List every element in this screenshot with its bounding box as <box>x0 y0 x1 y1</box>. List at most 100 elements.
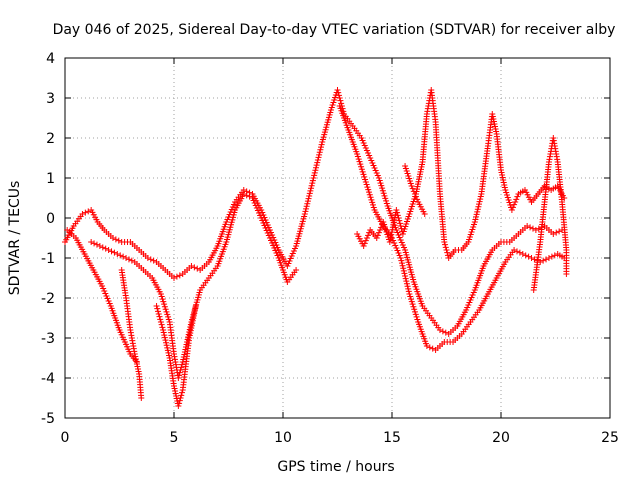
data-marker <box>163 308 170 315</box>
data-point <box>171 275 177 281</box>
data-marker <box>337 97 344 104</box>
data-marker <box>377 180 384 187</box>
x-axis-label: GPS time / hours <box>277 459 394 475</box>
data-marker <box>304 200 311 207</box>
data-marker <box>150 257 157 264</box>
data-marker <box>314 157 321 163</box>
data-marker <box>166 352 173 359</box>
data-marker <box>161 301 168 308</box>
data-marker <box>314 159 321 166</box>
data-marker <box>527 224 534 231</box>
y-tick-label: -5 <box>41 411 55 427</box>
data-marker <box>414 316 421 323</box>
data-marker <box>313 164 320 171</box>
data-marker <box>402 273 409 279</box>
data-point <box>188 263 195 269</box>
data-point <box>563 271 570 277</box>
data-marker <box>370 204 377 211</box>
data-marker <box>475 203 482 210</box>
data-marker <box>398 257 405 264</box>
data-point <box>114 251 121 257</box>
data-marker <box>177 395 184 401</box>
data-marker <box>477 196 484 203</box>
data-marker <box>246 193 253 200</box>
data-point <box>240 191 247 197</box>
y-tick-label: -2 <box>41 291 55 307</box>
axis-ticks: 0 5 10 15 20 25 -5 -4 -3 -2 -1 0 1 2 3 4 <box>41 51 619 446</box>
data-point <box>408 183 415 189</box>
y-tick-label: -3 <box>41 331 55 347</box>
data-marker <box>400 265 407 272</box>
data-marker <box>164 347 171 354</box>
data-marker <box>408 296 415 303</box>
data-marker <box>159 296 166 303</box>
data-marker <box>161 332 168 339</box>
x-tick-label: 20 <box>492 430 510 446</box>
data-marker <box>383 200 390 207</box>
data-marker <box>311 172 318 179</box>
data-marker <box>443 247 450 253</box>
x-tick-label: 0 <box>61 430 70 446</box>
data-point <box>301 211 308 217</box>
data-marker <box>376 177 383 184</box>
y-tick-label: 1 <box>46 171 55 187</box>
y-tick-label: 3 <box>46 91 55 107</box>
series-trace-9 <box>530 135 570 293</box>
data-marker <box>383 197 390 204</box>
data-marker <box>178 392 185 399</box>
data-point <box>192 303 199 309</box>
data-marker <box>156 313 163 320</box>
data-marker <box>408 298 415 305</box>
data-marker <box>316 151 323 158</box>
data-marker <box>548 253 555 260</box>
data-marker <box>444 249 451 256</box>
data-marker <box>474 206 481 213</box>
data-marker <box>165 349 172 356</box>
chart-title: Day 046 of 2025, Sidereal Day-to-day VTE… <box>53 22 616 38</box>
data-series <box>62 87 570 409</box>
data-marker <box>82 209 89 216</box>
data-point <box>96 243 103 249</box>
data-marker <box>162 306 169 313</box>
data-marker <box>306 193 313 199</box>
data-marker <box>553 229 560 236</box>
data-point <box>293 267 300 273</box>
data-marker <box>178 364 185 371</box>
data-marker <box>306 190 313 197</box>
data-marker <box>165 316 172 323</box>
data-marker <box>317 146 324 153</box>
data-point <box>397 255 404 261</box>
data-marker <box>309 177 316 184</box>
data-point <box>175 375 182 381</box>
data-marker <box>474 208 481 215</box>
data-marker <box>403 280 410 287</box>
data-marker <box>308 185 315 192</box>
data-marker <box>335 89 342 96</box>
data-marker <box>398 260 405 267</box>
data-marker <box>410 188 417 195</box>
series-trace-8 <box>402 163 428 217</box>
data-marker <box>360 171 367 178</box>
data-marker <box>529 225 536 232</box>
data-point <box>354 151 361 157</box>
data-marker <box>308 182 315 189</box>
data-marker <box>165 313 172 320</box>
series-trace-7 <box>354 87 568 261</box>
data-marker <box>157 316 164 323</box>
y-tick-label: 0 <box>46 211 55 227</box>
data-marker <box>160 329 167 336</box>
data-marker <box>429 345 436 352</box>
data-marker <box>163 339 170 346</box>
data-point <box>79 211 86 217</box>
data-marker <box>365 186 372 193</box>
data-marker <box>85 208 92 215</box>
data-marker <box>159 324 166 331</box>
data-marker <box>358 166 365 173</box>
data-marker <box>359 168 366 175</box>
series-trace-5 <box>153 303 199 409</box>
y-tick-label: -1 <box>41 251 55 267</box>
data-marker <box>473 213 480 220</box>
data-marker <box>394 209 401 216</box>
data-marker <box>173 273 180 280</box>
data-marker <box>154 305 161 312</box>
